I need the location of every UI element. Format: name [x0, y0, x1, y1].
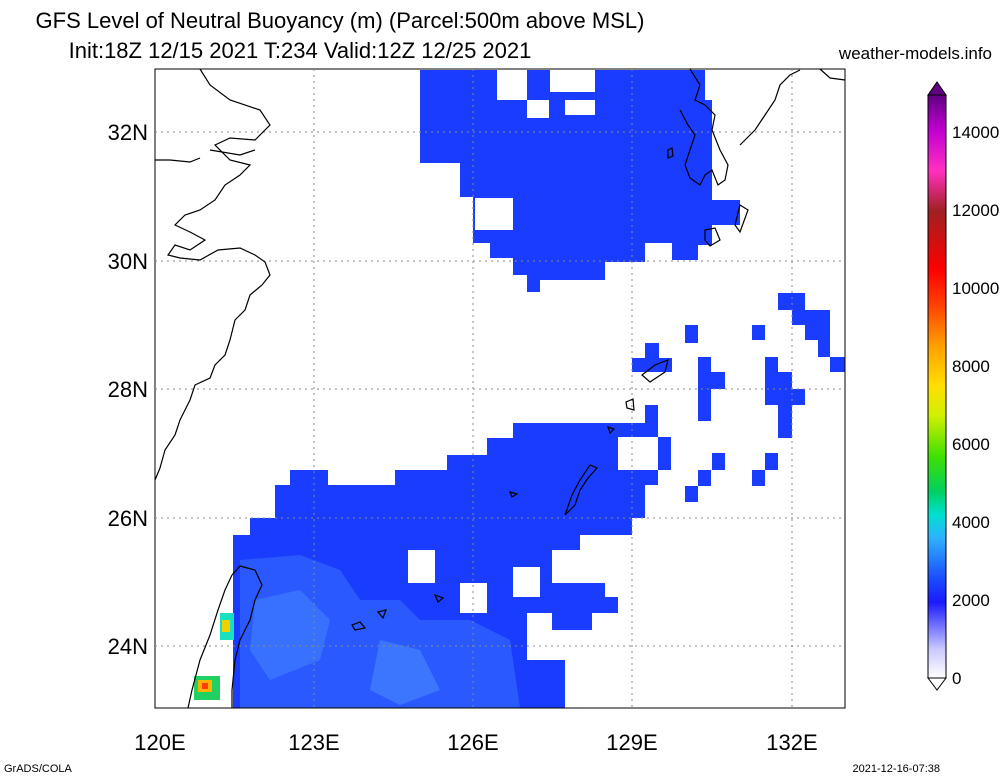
map-subtitle: Init:18Z 12/15 2021 T:234 Valid:12Z 12/2… [68, 38, 532, 63]
colorbar-tick-10000: 10000 [952, 279, 999, 298]
buoyancy-field [194, 70, 845, 708]
colorbar-tick-4000: 4000 [952, 513, 990, 532]
lat-tick-30: 30N [108, 249, 148, 274]
colorbar-tick-8000: 8000 [952, 357, 990, 376]
site-name: weather-models.info [838, 44, 992, 63]
colorbar-tick-14000: 14000 [952, 123, 999, 142]
lon-tick-132: 132E [766, 730, 817, 755]
lon-tick-126: 126E [447, 730, 498, 755]
footer-credit: GrADS/COLA [4, 763, 72, 775]
coastlines [154, 68, 846, 709]
lon-tick-129: 129E [606, 730, 657, 755]
colorbar-tick-6000: 6000 [952, 435, 990, 454]
map-title: GFS Level of Neutral Buoyancy (m) (Parce… [35, 8, 645, 33]
colorbar-tick-12000: 12000 [952, 201, 999, 220]
lat-tick-28: 28N [108, 377, 148, 402]
lat-tick-24: 24N [108, 634, 148, 659]
lon-tick-120: 120E [134, 730, 185, 755]
lon-tick-123: 123E [288, 730, 339, 755]
footer-timestamp: 2021-12-16-07:38 [852, 763, 940, 775]
colorbar-tick-2000: 2000 [952, 591, 990, 610]
colorbar-tick-0: 0 [952, 669, 961, 688]
grid-lines [155, 69, 845, 708]
colorbar: 0 2000 4000 6000 8000 10000 12000 14000 [927, 81, 999, 691]
lat-tick-32: 32N [108, 120, 148, 145]
lat-tick-26: 26N [108, 506, 148, 531]
